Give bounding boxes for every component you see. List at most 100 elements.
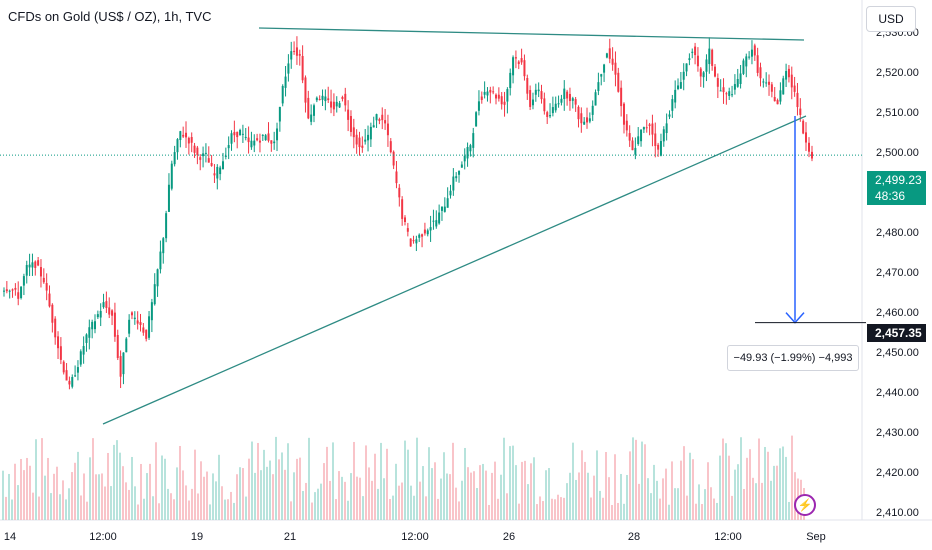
volume-bar	[158, 503, 160, 520]
candle-body	[523, 60, 526, 77]
chart-title: CFDs on Gold (US$ / OZ), 1h, TVC	[8, 9, 212, 24]
volume-bar	[410, 485, 412, 520]
candle-body	[406, 228, 409, 232]
candle-body	[261, 134, 264, 136]
volume-bar	[77, 451, 79, 520]
volume-bar	[104, 486, 106, 520]
candle-body	[312, 105, 315, 116]
volume-bar	[431, 468, 433, 520]
volume-bar	[557, 494, 559, 520]
volume-bar	[395, 463, 397, 520]
volume-bar	[122, 466, 124, 520]
candle-body	[221, 161, 224, 170]
volume-bar	[737, 464, 739, 520]
candle-body	[130, 312, 133, 316]
candle-body	[534, 89, 537, 95]
volume-bar	[368, 467, 370, 520]
candle-body	[102, 302, 105, 308]
volume-bar	[44, 475, 46, 520]
volume-bar	[179, 445, 181, 520]
volume-bar	[98, 474, 100, 520]
candle-body	[364, 139, 367, 142]
candle-body	[688, 58, 691, 61]
candle-body	[372, 125, 375, 128]
volume-bar	[491, 472, 493, 520]
candle-body	[267, 133, 270, 141]
candle-body	[674, 89, 677, 103]
candle-body	[256, 138, 259, 141]
volume-bar	[584, 461, 586, 520]
volume-bar	[782, 446, 784, 520]
candle-body	[284, 76, 287, 88]
volume-bar	[131, 456, 133, 520]
lightning-icon[interactable]: ⚡	[794, 494, 816, 516]
candle-body	[412, 240, 415, 242]
candle-body	[583, 121, 586, 125]
volume-bar	[701, 504, 703, 520]
candle-body	[799, 108, 802, 115]
volume-bar	[347, 500, 349, 520]
candle-body	[170, 163, 173, 189]
candle-body	[588, 118, 591, 122]
volume-bar	[485, 470, 487, 520]
candle-body	[665, 123, 668, 134]
volume-bar	[128, 489, 130, 520]
candle-body	[241, 133, 244, 135]
volume-bar	[206, 471, 208, 520]
candle-body	[179, 131, 182, 141]
volume-bar	[230, 491, 232, 520]
y-tick-label: 2,510.00	[876, 107, 919, 119]
candle-body	[335, 101, 338, 107]
volume-bar	[236, 474, 238, 520]
volume-bar	[359, 477, 361, 520]
volume-bar	[68, 488, 70, 520]
volume-bar	[533, 457, 535, 520]
candle-body	[42, 277, 45, 283]
candle-body	[768, 81, 771, 85]
volume-bar	[308, 437, 310, 520]
candle-body	[3, 290, 5, 292]
candle-body	[290, 51, 293, 60]
volume-bar	[281, 452, 283, 520]
candle-body	[389, 141, 392, 153]
candle-body	[264, 135, 267, 141]
candle-body	[637, 136, 640, 145]
volume-bar	[749, 449, 751, 520]
x-tick-label: 12:00	[401, 531, 429, 543]
volume-bar	[173, 499, 175, 520]
candle-body	[133, 317, 136, 320]
candle-body	[270, 140, 273, 144]
candle-body	[770, 84, 773, 92]
candle-body	[597, 82, 600, 91]
candle-body	[5, 289, 8, 292]
candle-body	[250, 140, 253, 148]
volume-bar	[530, 463, 532, 520]
volume-bar	[719, 455, 721, 520]
volume-bar	[581, 450, 583, 520]
volume-bar	[434, 462, 436, 520]
candle-body	[668, 114, 671, 117]
volume-bar	[344, 481, 346, 520]
candle-body	[531, 99, 534, 106]
candle-body	[657, 144, 660, 150]
candle-body	[122, 352, 125, 375]
volume-bar	[536, 504, 538, 520]
volume-bar	[188, 500, 190, 520]
candle-body	[384, 120, 387, 124]
candle-body	[202, 153, 205, 157]
volume-bar	[767, 451, 769, 520]
volume-bar	[632, 437, 634, 520]
candle-body	[787, 68, 790, 78]
volume-bar	[197, 493, 199, 520]
volume-bar	[392, 495, 394, 520]
candle-body	[216, 166, 219, 179]
volume-bar	[332, 442, 334, 520]
x-tick-label: Sep	[806, 531, 826, 543]
currency-button[interactable]: USD	[866, 6, 916, 32]
y-tick-label: 2,470.00	[876, 267, 919, 279]
current-price-tag: 2,499.23 48:36	[867, 171, 926, 205]
candle-body	[622, 103, 625, 125]
candle-body	[460, 164, 463, 168]
